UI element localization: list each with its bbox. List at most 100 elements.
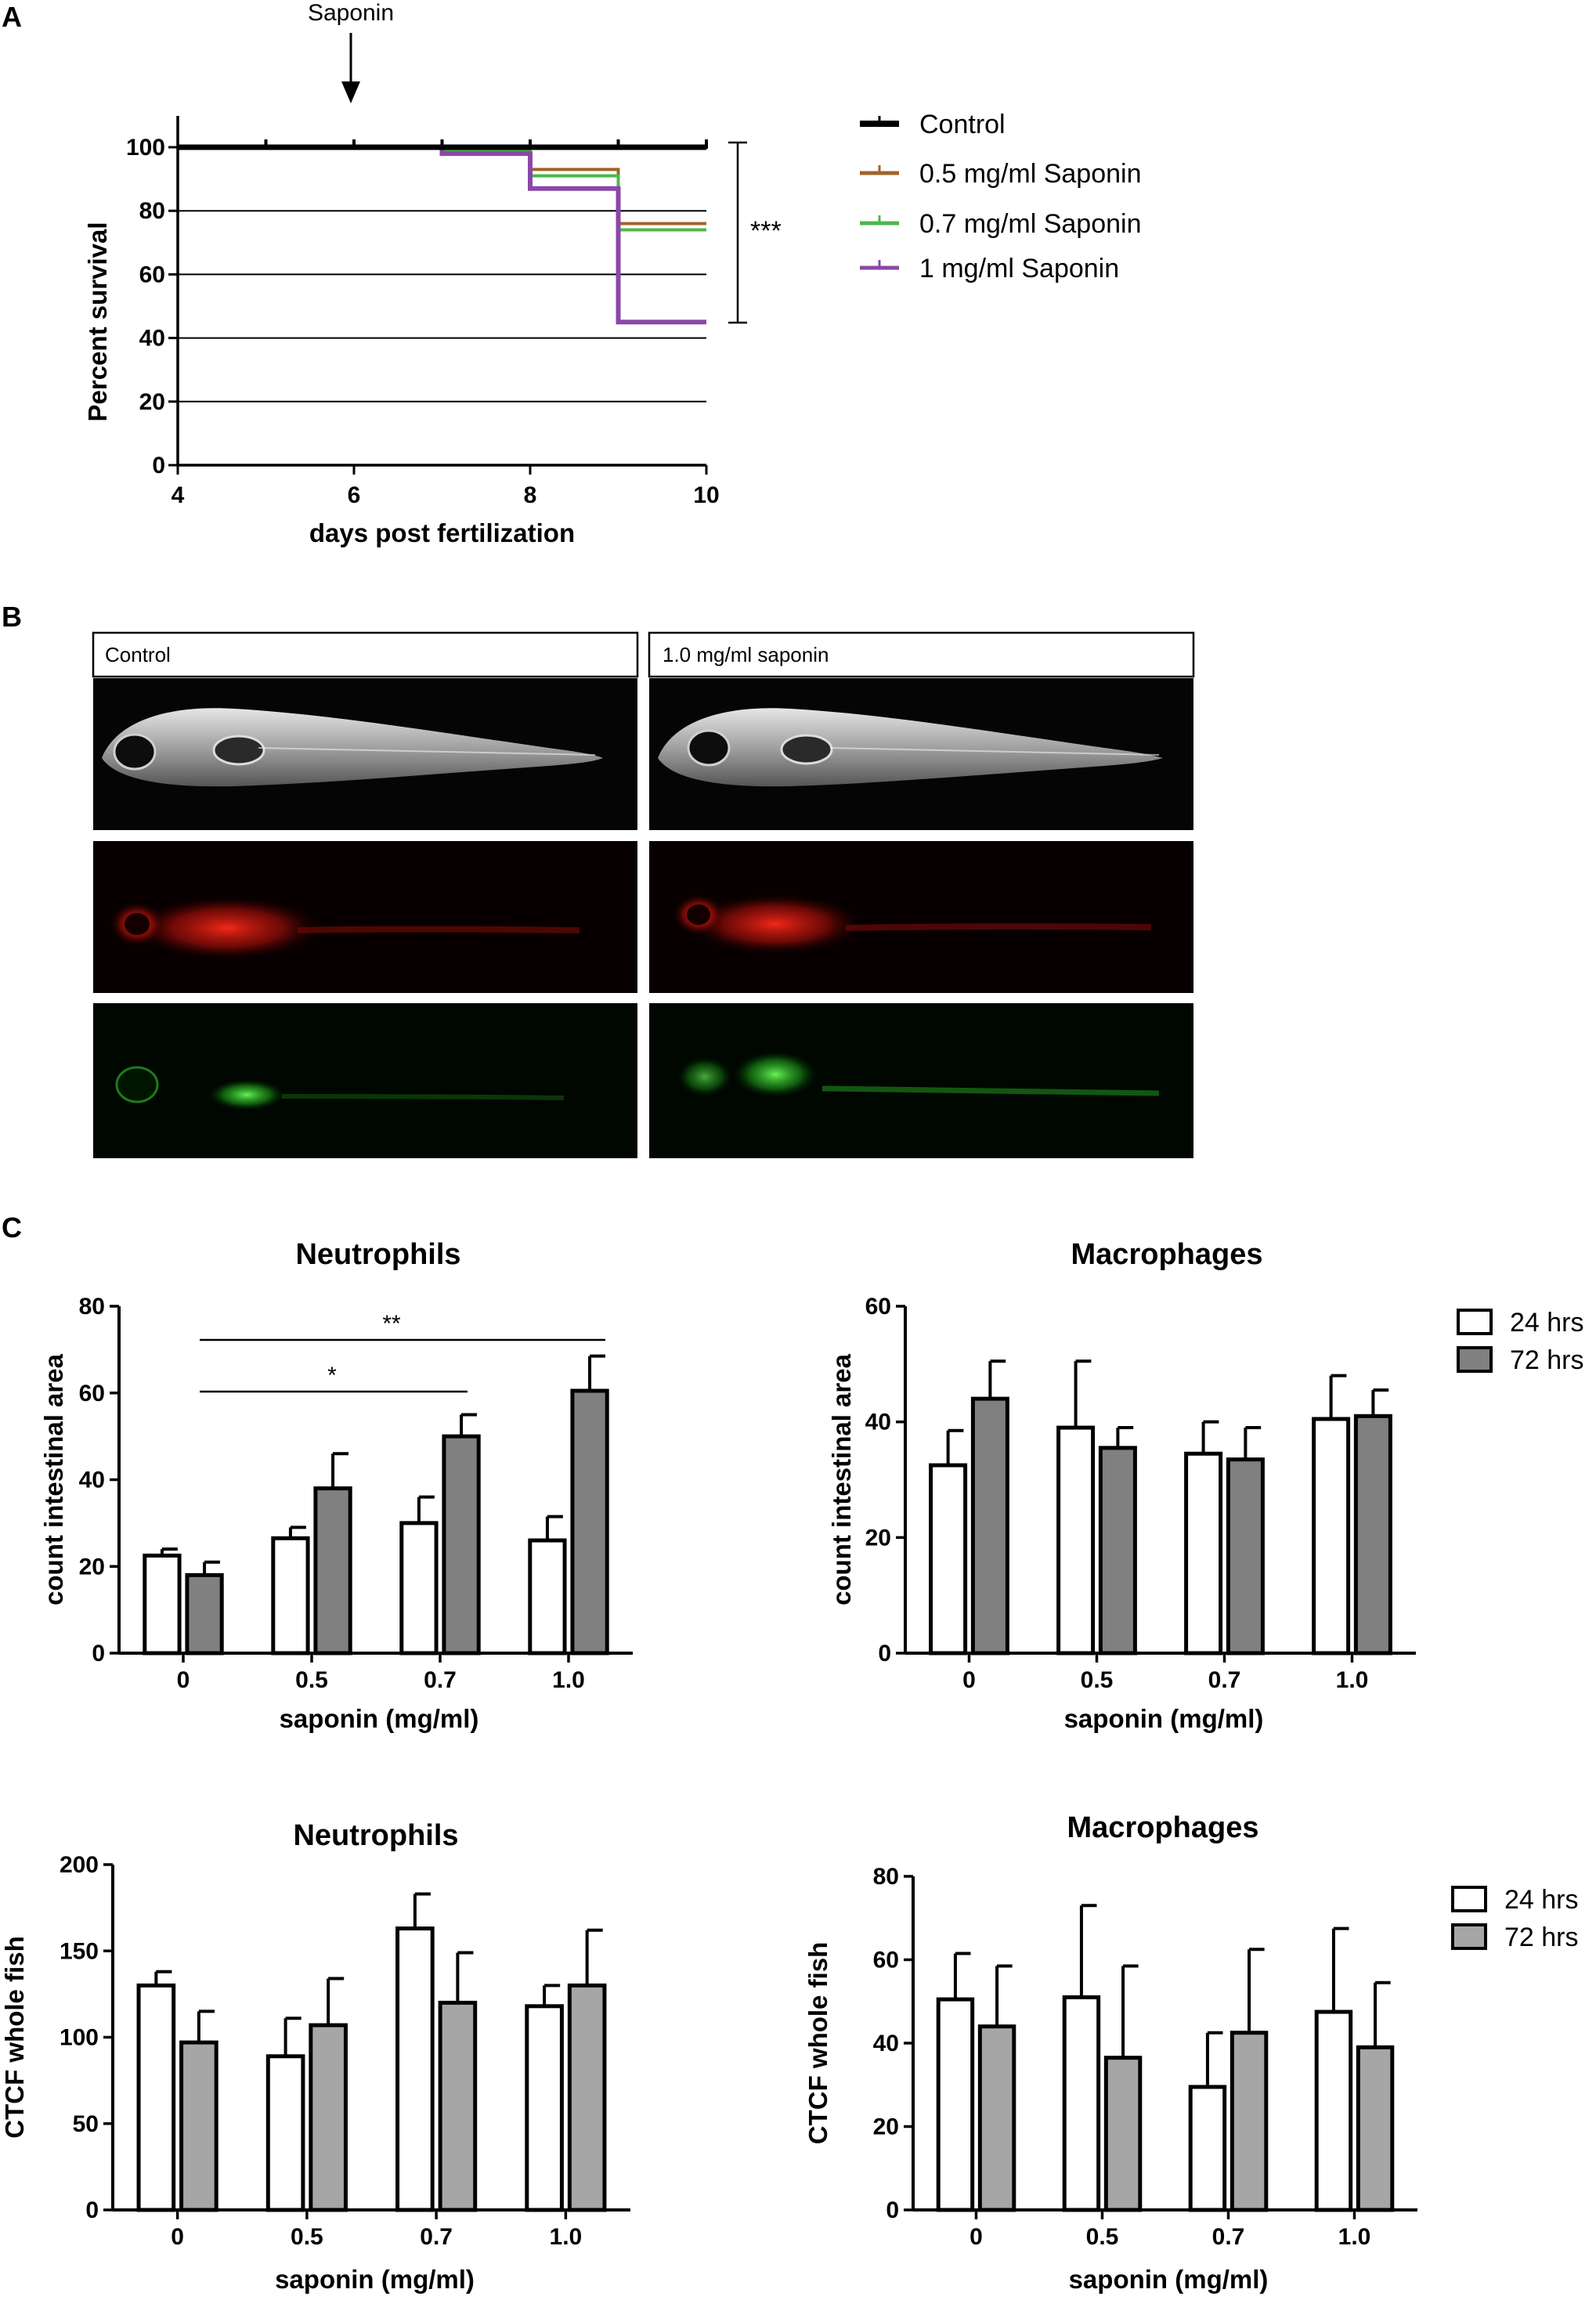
- survival-x-tick-label: 6: [348, 482, 361, 508]
- bar-y-tick-label: 60: [79, 1381, 105, 1406]
- panel-label-b: B: [2, 601, 22, 633]
- bar-x-tick-label: 1.0: [1338, 2224, 1371, 2250]
- bar-y-tick-label: 200: [60, 1852, 99, 1878]
- bar: [570, 1388, 609, 1655]
- neutrophil-significance: ** *: [200, 1311, 605, 1393]
- bar-legend-swatch: [1457, 1346, 1493, 1373]
- saponin-green-fluorescence-image: [649, 1003, 1193, 1158]
- bar: [399, 1521, 439, 1655]
- bar: [309, 2023, 348, 2212]
- survival-y-tick-label: 60: [139, 262, 165, 287]
- survival-x-axis-title: days post fertilization: [309, 518, 575, 547]
- saponin-label: 1.0 mg/ml saponin: [663, 643, 829, 666]
- bar-y-tick-label: 80: [79, 1294, 105, 1320]
- bar-y-tick-label: 150: [60, 1938, 99, 1964]
- survival-y-tick-label: 0: [152, 453, 165, 478]
- bar-y-tick-label: 100: [60, 2025, 99, 2051]
- survival-x-tick-label: 4: [172, 482, 185, 508]
- bar-legend-swatch: [1457, 1309, 1493, 1335]
- bar-chart-title: Neutrophils: [295, 1238, 460, 1271]
- bar: [1356, 2045, 1395, 2212]
- bar-legend-label: 24 hrs: [1504, 1885, 1579, 1915]
- bar: [929, 1463, 968, 1655]
- control-red-fluorescence-image: [93, 841, 637, 993]
- bar-y-tick-label: 0: [85, 2197, 99, 2223]
- survival-x-tick-label: 10: [693, 482, 719, 508]
- bar: [136, 1983, 176, 2212]
- neutrophil-sig-single: *: [327, 1363, 337, 1388]
- bar-x-axis-title: saponin (mg/ml): [275, 2265, 475, 2294]
- survival-chart: Saponin 0 20 40 60 80 100 4 6 8 10 days post ferti…: [83, 0, 1142, 547]
- bar: [185, 1572, 224, 1655]
- survival-legend-label: Control: [919, 110, 1006, 139]
- bar: [1098, 1446, 1137, 1655]
- bar-x-tick-label: 0: [970, 2224, 983, 2250]
- bar-chart-title: Macrophages: [1071, 1238, 1263, 1271]
- survival-y-tick-label: 20: [139, 389, 165, 415]
- bar: [1312, 1417, 1351, 1655]
- survival-x-tick-label: 8: [524, 482, 537, 508]
- bar-legend-label: 72 hrs: [1504, 1923, 1579, 1952]
- bar: [1062, 1995, 1101, 2212]
- bar-x-tick-label: 0.7: [420, 2224, 453, 2250]
- control-green-fluorescence-image: [93, 1003, 637, 1158]
- bar-x-tick-label: 0.7: [424, 1667, 457, 1693]
- survival-significance: ***: [750, 216, 782, 246]
- bar: [525, 2004, 564, 2212]
- bar-y-tick-label: 50: [73, 2111, 99, 2137]
- fish-image-panel: Control 1.0 mg/ml saponin: [92, 631, 1195, 1158]
- survival-significance-bracket: [728, 141, 747, 324]
- bar: [265, 2054, 305, 2212]
- bar-charts: Neutrophils 0 20 40 60 80 count intestinal are…: [0, 1238, 1584, 2294]
- bar-y-tick-label: 40: [79, 1468, 105, 1493]
- bar-x-tick-label: 0.5: [295, 1667, 328, 1693]
- bar-y-axis-title: count intestinal area: [39, 1353, 68, 1605]
- bar-chart-1: Neutrophils 0 20 40 60 80 count intestinal are…: [39, 1238, 633, 1733]
- saponin-arrow: [341, 33, 360, 103]
- bar-x-tick-label: 0.5: [291, 2224, 323, 2250]
- neutrophil-sig-double: **: [382, 1311, 401, 1337]
- bar: [1229, 2031, 1269, 2212]
- bar-x-tick-label: 1.0: [552, 1667, 585, 1693]
- bar-x-tick-label: 0.5: [1081, 1667, 1114, 1693]
- survival-y-tick-label: 80: [139, 198, 165, 224]
- bar: [567, 1983, 607, 2212]
- bar-y-tick-label: 20: [79, 1554, 105, 1580]
- bar-y-axis-title: count intestinal area: [827, 1353, 856, 1605]
- bar: [1314, 2009, 1353, 2212]
- bar-y-tick-label: 40: [873, 2031, 899, 2056]
- bar-y-tick-label: 80: [873, 1864, 899, 1890]
- bar-chart-title: Neutrophils: [293, 1819, 458, 1852]
- saponin-brightfield-image: [649, 678, 1193, 830]
- bar: [1226, 1457, 1265, 1655]
- bar-legend-swatch: [1451, 1923, 1487, 1950]
- saponin-arrow-label: Saponin: [308, 0, 394, 26]
- bar-legend-label: 24 hrs: [1510, 1308, 1584, 1338]
- survival-y-tick-label: 40: [139, 326, 165, 352]
- bar-legend-label: 72 hrs: [1510, 1345, 1584, 1375]
- bar-x-tick-label: 1.0: [1336, 1667, 1369, 1693]
- bar-chart-title: Macrophages: [1067, 1811, 1259, 1844]
- bar-y-axis-title: CTCF whole fish: [0, 1936, 29, 2139]
- survival-legend-label: 0.5 mg/ml Saponin: [919, 159, 1142, 189]
- bar: [936, 1997, 975, 2212]
- bar-chart-2: Macrophages 0 20 40 60 count intestinal area s…: [827, 1238, 1584, 1733]
- bar-y-tick-label: 60: [865, 1294, 891, 1320]
- survival-y-tick-label: 100: [126, 135, 165, 161]
- saponin-red-fluorescence-image: [649, 841, 1193, 993]
- bar-x-tick-label: 0.7: [1208, 1667, 1241, 1693]
- bar: [442, 1434, 481, 1655]
- bar-x-tick-label: 0: [177, 1667, 190, 1693]
- bar: [271, 1536, 310, 1655]
- bar: [143, 1553, 182, 1655]
- bar-legend-swatch: [1451, 1886, 1487, 1912]
- bar: [395, 1926, 435, 2212]
- control-label: Control: [105, 643, 171, 666]
- saponin-label-box: [648, 631, 1195, 678]
- bar: [977, 2024, 1016, 2212]
- bar-chart-3: Neutrophils 0 50 100 150 200 CTCF whole fish sa…: [0, 1819, 630, 2294]
- bar-y-tick-label: 40: [865, 1410, 891, 1435]
- bar-x-axis-title: saponin (mg/ml): [1069, 2265, 1269, 2294]
- bar-y-tick-label: 0: [92, 1641, 105, 1666]
